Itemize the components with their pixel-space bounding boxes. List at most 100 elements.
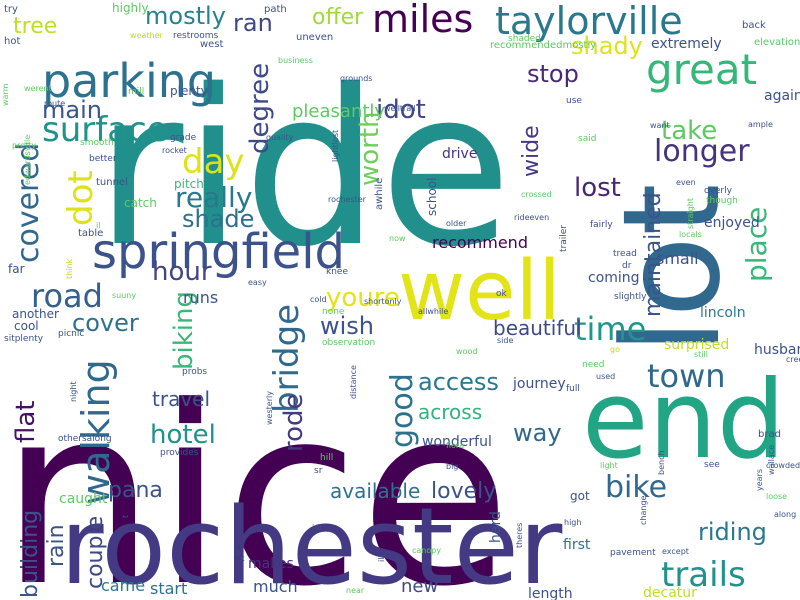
word-rochester: rochester: [328, 195, 367, 204]
word-first: first: [563, 537, 591, 553]
word-change: change: [639, 495, 648, 525]
word-rocket: rocket: [162, 146, 187, 155]
word-great: great: [646, 45, 757, 94]
word-pitch: pitch: [174, 177, 204, 191]
word-cool: cool: [14, 319, 39, 333]
word-try: try: [4, 4, 18, 15]
word-light: light: [600, 461, 618, 470]
word-grounds: grounds: [340, 74, 372, 83]
word-edwardsville: edwardsville: [23, 135, 32, 185]
word-creeks: creeks: [786, 355, 800, 364]
word-think: think: [65, 259, 74, 280]
word-quality: quality: [266, 133, 294, 142]
word-time: time: [574, 310, 646, 348]
word-take: take: [661, 116, 717, 146]
word-got: got: [570, 489, 590, 503]
word-westerly: westerly: [265, 391, 274, 425]
word-worth: worth: [355, 111, 385, 186]
word-easy: easy: [248, 278, 267, 287]
word-coming: coming: [588, 270, 640, 286]
word-othersalong: othersalong: [58, 434, 112, 444]
word-distance: distance: [349, 365, 358, 399]
word-sr: sr: [314, 466, 323, 476]
word-decatur: decatur: [643, 585, 697, 600]
word-brad: brad: [758, 429, 781, 440]
word-restrooms: restrooms: [173, 31, 219, 41]
word-cover: cover: [72, 309, 139, 337]
word-except: except: [662, 547, 689, 556]
word-ran: ran: [233, 9, 273, 37]
word-enjoyed: enjoyed: [704, 215, 760, 231]
word-back: back: [742, 20, 766, 31]
word-table: table: [78, 228, 103, 239]
word-new: new: [401, 576, 438, 597]
word-ok: ok: [496, 289, 508, 299]
word-business: business: [278, 56, 313, 65]
word-ride: ride: [95, 43, 512, 294]
word-slightly: slightly: [614, 292, 647, 302]
word-want: want: [650, 121, 670, 130]
word-rain: rain: [44, 524, 69, 567]
word-maintained: maintained: [641, 192, 666, 317]
word-idot: idot: [376, 95, 426, 125]
word-high: high: [564, 518, 581, 527]
word-still: still: [694, 350, 708, 359]
word-wish: wish: [320, 312, 374, 340]
word-day: day: [182, 142, 245, 182]
word-highly: highly: [112, 1, 149, 15]
word-bench: bench: [657, 450, 666, 475]
word-caught: caught: [59, 491, 108, 507]
word-flat: flat: [11, 400, 41, 443]
word-pavement: pavement: [610, 548, 656, 558]
word-warm: warm: [1, 83, 10, 106]
word-extremely: extremely: [651, 36, 722, 52]
word-il: il: [96, 221, 100, 230]
word-catch: catch: [124, 196, 157, 210]
word-makes: makes: [248, 556, 294, 572]
word-longer: longer: [654, 134, 750, 169]
word-dr: dr: [622, 261, 632, 271]
word-go: go: [610, 345, 620, 354]
word-youre: youre: [326, 283, 400, 313]
word-picnic: picnic: [58, 329, 84, 339]
word-tunnel: tunnel: [96, 177, 128, 188]
word-canopy: canopy: [412, 546, 441, 555]
word-lost: lost: [574, 173, 621, 203]
word-wood: wood: [456, 347, 477, 356]
word-older: older: [446, 219, 467, 228]
word-ample: ample: [748, 120, 773, 129]
word-lincoln: lincoln: [700, 305, 746, 321]
word-recommend: recommend: [432, 233, 528, 252]
word-well: well: [398, 244, 561, 339]
word-shady: shady: [571, 32, 643, 60]
word-nice: nice: [0, 355, 511, 600]
word-hard: hard: [488, 511, 504, 543]
word-big: big: [446, 462, 458, 471]
word-mostly: mostly: [145, 2, 226, 30]
word-parking: parking: [42, 54, 216, 108]
word-use: use: [566, 96, 582, 106]
word-werent: werent: [24, 84, 52, 93]
word-tread: tread: [613, 249, 637, 259]
word-available: available: [330, 479, 420, 503]
word-awhile: awhile: [374, 178, 385, 210]
word-end: end: [582, 358, 785, 483]
word-hill: hill: [320, 453, 333, 463]
word-used: used: [596, 372, 615, 381]
word-flora: flora: [446, 441, 464, 450]
word-plenty: plenty: [170, 84, 208, 98]
word-west: west: [200, 39, 224, 50]
word-way: way: [513, 419, 562, 447]
word-probs: probs: [182, 367, 207, 377]
word-jol: jol: [311, 523, 321, 532]
word-place: place: [740, 207, 773, 282]
word-provides: provides: [160, 448, 199, 458]
word-side: side: [497, 336, 513, 345]
word-trails: trails: [661, 555, 746, 595]
word-rideeven: rideeven: [514, 213, 549, 222]
word-offer: offer: [312, 5, 364, 30]
word-husband: husband: [754, 342, 800, 358]
word-crossed: crossed: [521, 190, 552, 199]
word-welltrail: welltrail: [384, 104, 416, 113]
word-locals: locals: [679, 230, 702, 239]
